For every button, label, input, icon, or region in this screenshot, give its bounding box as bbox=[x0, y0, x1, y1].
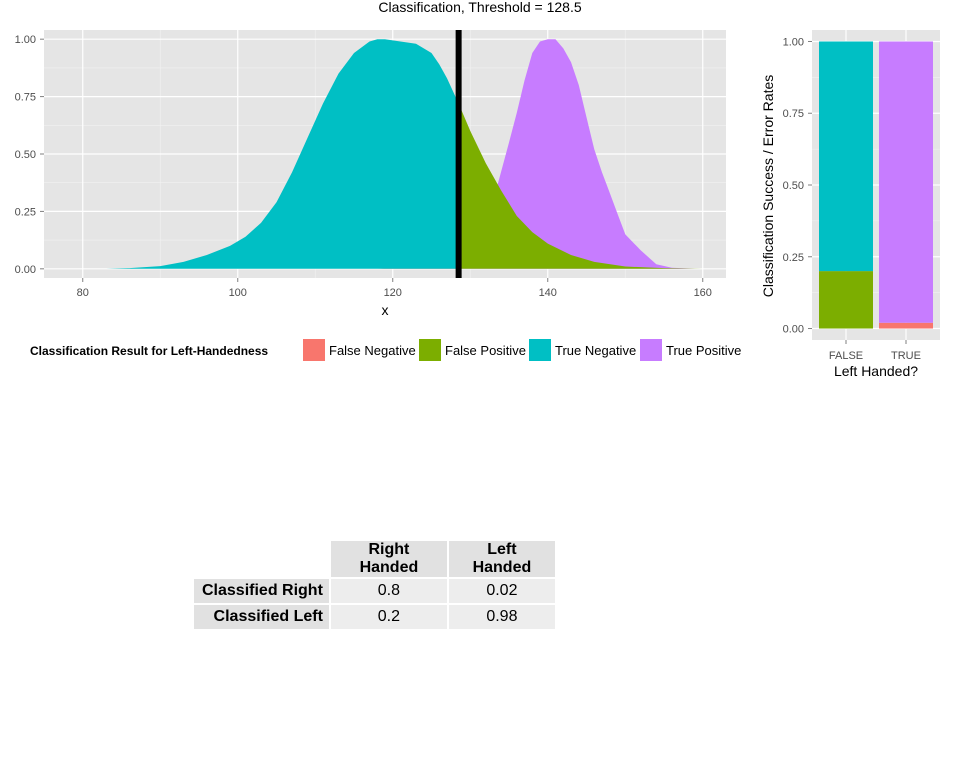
legend-label: True Positive bbox=[666, 343, 741, 358]
confusion-cell: 0.02 bbox=[448, 579, 555, 603]
x-tick-label: 80 bbox=[77, 287, 89, 299]
legend-swatch bbox=[303, 339, 325, 361]
bar-segment-false-positive bbox=[819, 271, 873, 329]
y-tick-label: 0.50 bbox=[15, 149, 36, 161]
y-tick-label: 0.50 bbox=[783, 180, 804, 192]
confusion-row-header: Classified Left bbox=[194, 605, 329, 629]
bar-x-axis-title: Left Handed? bbox=[834, 363, 918, 379]
y-tick-label: 1.00 bbox=[783, 36, 804, 48]
bar-segment-true-negative bbox=[819, 41, 873, 272]
x-tick-label: 120 bbox=[384, 287, 402, 299]
main-chart-title: Classification, Threshold = 128.5 bbox=[378, 0, 581, 15]
bar-y-tick-labels: 0.00 0.25 0.50 0.75 1.00 bbox=[783, 36, 812, 336]
x-tick-label: 160 bbox=[694, 287, 712, 299]
legend-label: False Positive bbox=[445, 343, 526, 358]
area-true-negative bbox=[106, 39, 459, 269]
legend-title: Classification Result for Left-Handednes… bbox=[30, 344, 268, 358]
confusion-header-row: Right Handed Left Handed bbox=[194, 541, 555, 577]
y-tick-label: 0.25 bbox=[783, 252, 804, 264]
stacked-bars bbox=[819, 41, 933, 329]
confusion-col-header: Right Handed bbox=[330, 541, 447, 577]
confusion-cell: 0.8 bbox=[330, 579, 447, 603]
area-true-positive bbox=[458, 39, 695, 269]
stacked-bar-plot bbox=[812, 30, 940, 340]
bar-segment-true-positive bbox=[879, 41, 933, 323]
density-y-tick-labels: 0.00 0.25 0.50 0.75 1.00 bbox=[15, 34, 44, 276]
y-tick-label: 0.25 bbox=[15, 206, 36, 218]
y-tick-label: 0.75 bbox=[15, 92, 36, 104]
x-tick-label: 140 bbox=[539, 287, 557, 299]
confusion-cell: 0.98 bbox=[448, 605, 555, 629]
confusion-col-header: Left Handed bbox=[448, 541, 555, 577]
density-x-tick-labels: 80 100 120 140 160 bbox=[77, 278, 712, 299]
y-tick-label: 0.00 bbox=[15, 264, 36, 276]
confusion-row: Classified Right 0.8 0.02 bbox=[194, 579, 555, 603]
x-tick-label: 100 bbox=[229, 287, 247, 299]
legend-label: False Negative bbox=[329, 343, 416, 358]
density-plot bbox=[44, 30, 726, 278]
density-x-axis-title: x bbox=[382, 302, 389, 318]
legend-swatch bbox=[419, 339, 441, 361]
legend-swatch bbox=[529, 339, 551, 361]
y-tick-label: 0.00 bbox=[783, 324, 804, 336]
density-areas bbox=[106, 39, 703, 269]
x-tick-label: FALSE bbox=[829, 350, 863, 362]
legend: Classification Result for Left-Handednes… bbox=[30, 339, 741, 361]
confusion-row-header: Classified Right bbox=[194, 579, 329, 603]
y-tick-label: 1.00 bbox=[15, 34, 36, 46]
legend-swatch bbox=[640, 339, 662, 361]
area-false-positive bbox=[458, 103, 703, 269]
confusion-row: Classified Left 0.2 0.98 bbox=[194, 605, 555, 629]
confusion-corner bbox=[194, 541, 329, 577]
confusion-table: Right Handed Left Handed Classified Righ… bbox=[192, 539, 557, 631]
x-tick-label: TRUE bbox=[891, 350, 921, 362]
bar-x-tick-labels: FALSE TRUE bbox=[829, 340, 921, 362]
confusion-cell: 0.2 bbox=[330, 605, 447, 629]
bar-segment-false-negative bbox=[879, 322, 933, 329]
legend-label: True Negative bbox=[555, 343, 636, 358]
y-tick-label: 0.75 bbox=[783, 108, 804, 120]
bar-y-axis-title: Classification Success / Error Rates bbox=[760, 75, 776, 298]
